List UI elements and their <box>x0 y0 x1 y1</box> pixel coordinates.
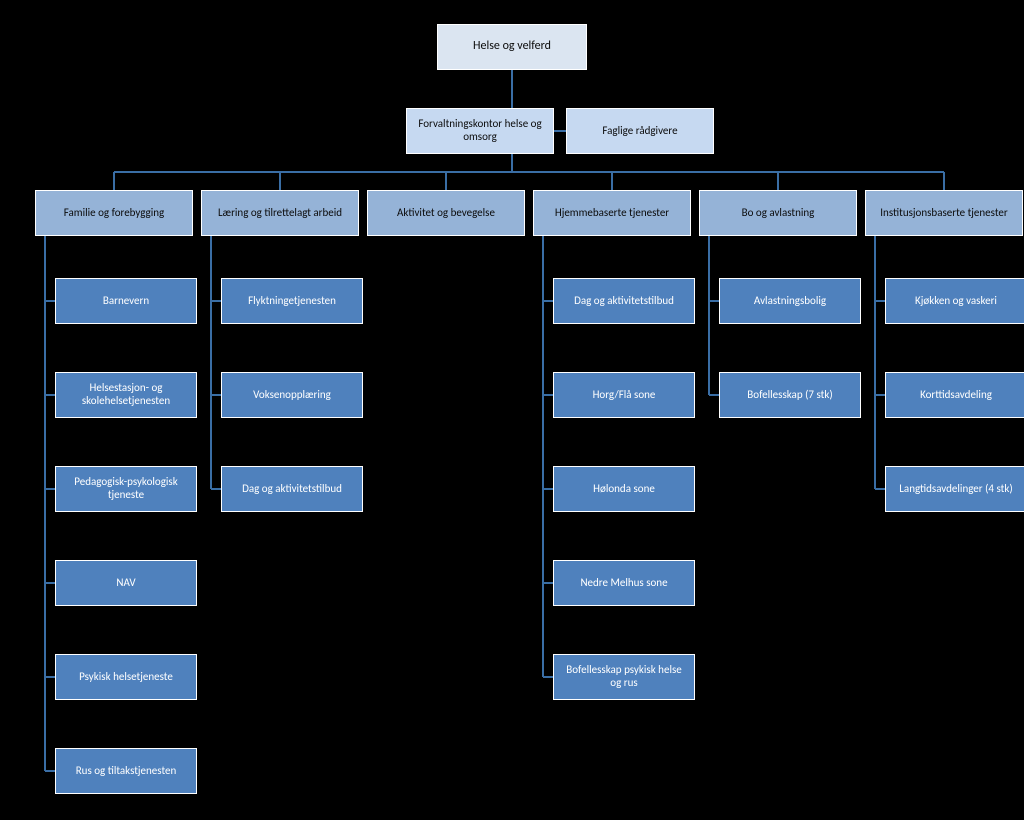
node-leaf-3-1: Horg/Flå sone <box>553 372 695 418</box>
node-root: Helse og velferd <box>437 24 587 70</box>
node-leaf-1-0: Flyktningetjenesten <box>221 278 363 324</box>
node-branch-3: Hjemmebaserte tjenester <box>533 190 691 236</box>
node-leaf-0-4: Psykisk helsetjeneste <box>55 654 197 700</box>
node-leaf-0-5: Rus og tiltakstjenesten <box>55 748 197 794</box>
node-leaf-3-4: Bofellesskap psykisk helse og rus <box>553 654 695 700</box>
node-leaf-3-3: Nedre Melhus sone <box>553 560 695 606</box>
node-branch-4: Bo og avlastning <box>699 190 857 236</box>
node-leaf-5-0: Kjøkken og vaskeri <box>885 278 1024 324</box>
node-leaf-0-2: Pedagogisk-psykologisk tjeneste <box>55 466 197 512</box>
node-leaf-0-3: NAV <box>55 560 197 606</box>
node-mid-0: Forvaltningskontor helse og omsorg <box>406 108 554 154</box>
node-leaf-1-2: Dag og aktivitetstilbud <box>221 466 363 512</box>
node-leaf-1-1: Voksenopplæring <box>221 372 363 418</box>
node-leaf-0-1: Helsestasjon- og skolehelsetjenesten <box>55 372 197 418</box>
node-branch-2: Aktivitet og bevegelse <box>367 190 525 236</box>
node-leaf-5-1: Korttidsavdeling <box>885 372 1024 418</box>
node-leaf-0-0: Barnevern <box>55 278 197 324</box>
node-branch-1: Læring og tilrettelagt arbeid <box>201 190 359 236</box>
node-branch-0: Familie og forebygging <box>35 190 193 236</box>
node-leaf-5-2: Langtidsavdelinger (4 stk) <box>885 466 1024 512</box>
node-leaf-4-0: Avlastningsbolig <box>719 278 861 324</box>
node-leaf-4-1: Bofellesskap (7 stk) <box>719 372 861 418</box>
node-mid-1: Faglige rådgivere <box>566 108 714 154</box>
node-branch-5: Institusjonsbaserte tjenester <box>865 190 1023 236</box>
node-leaf-3-0: Dag og aktivitetstilbud <box>553 278 695 324</box>
node-leaf-3-2: Hølonda sone <box>553 466 695 512</box>
